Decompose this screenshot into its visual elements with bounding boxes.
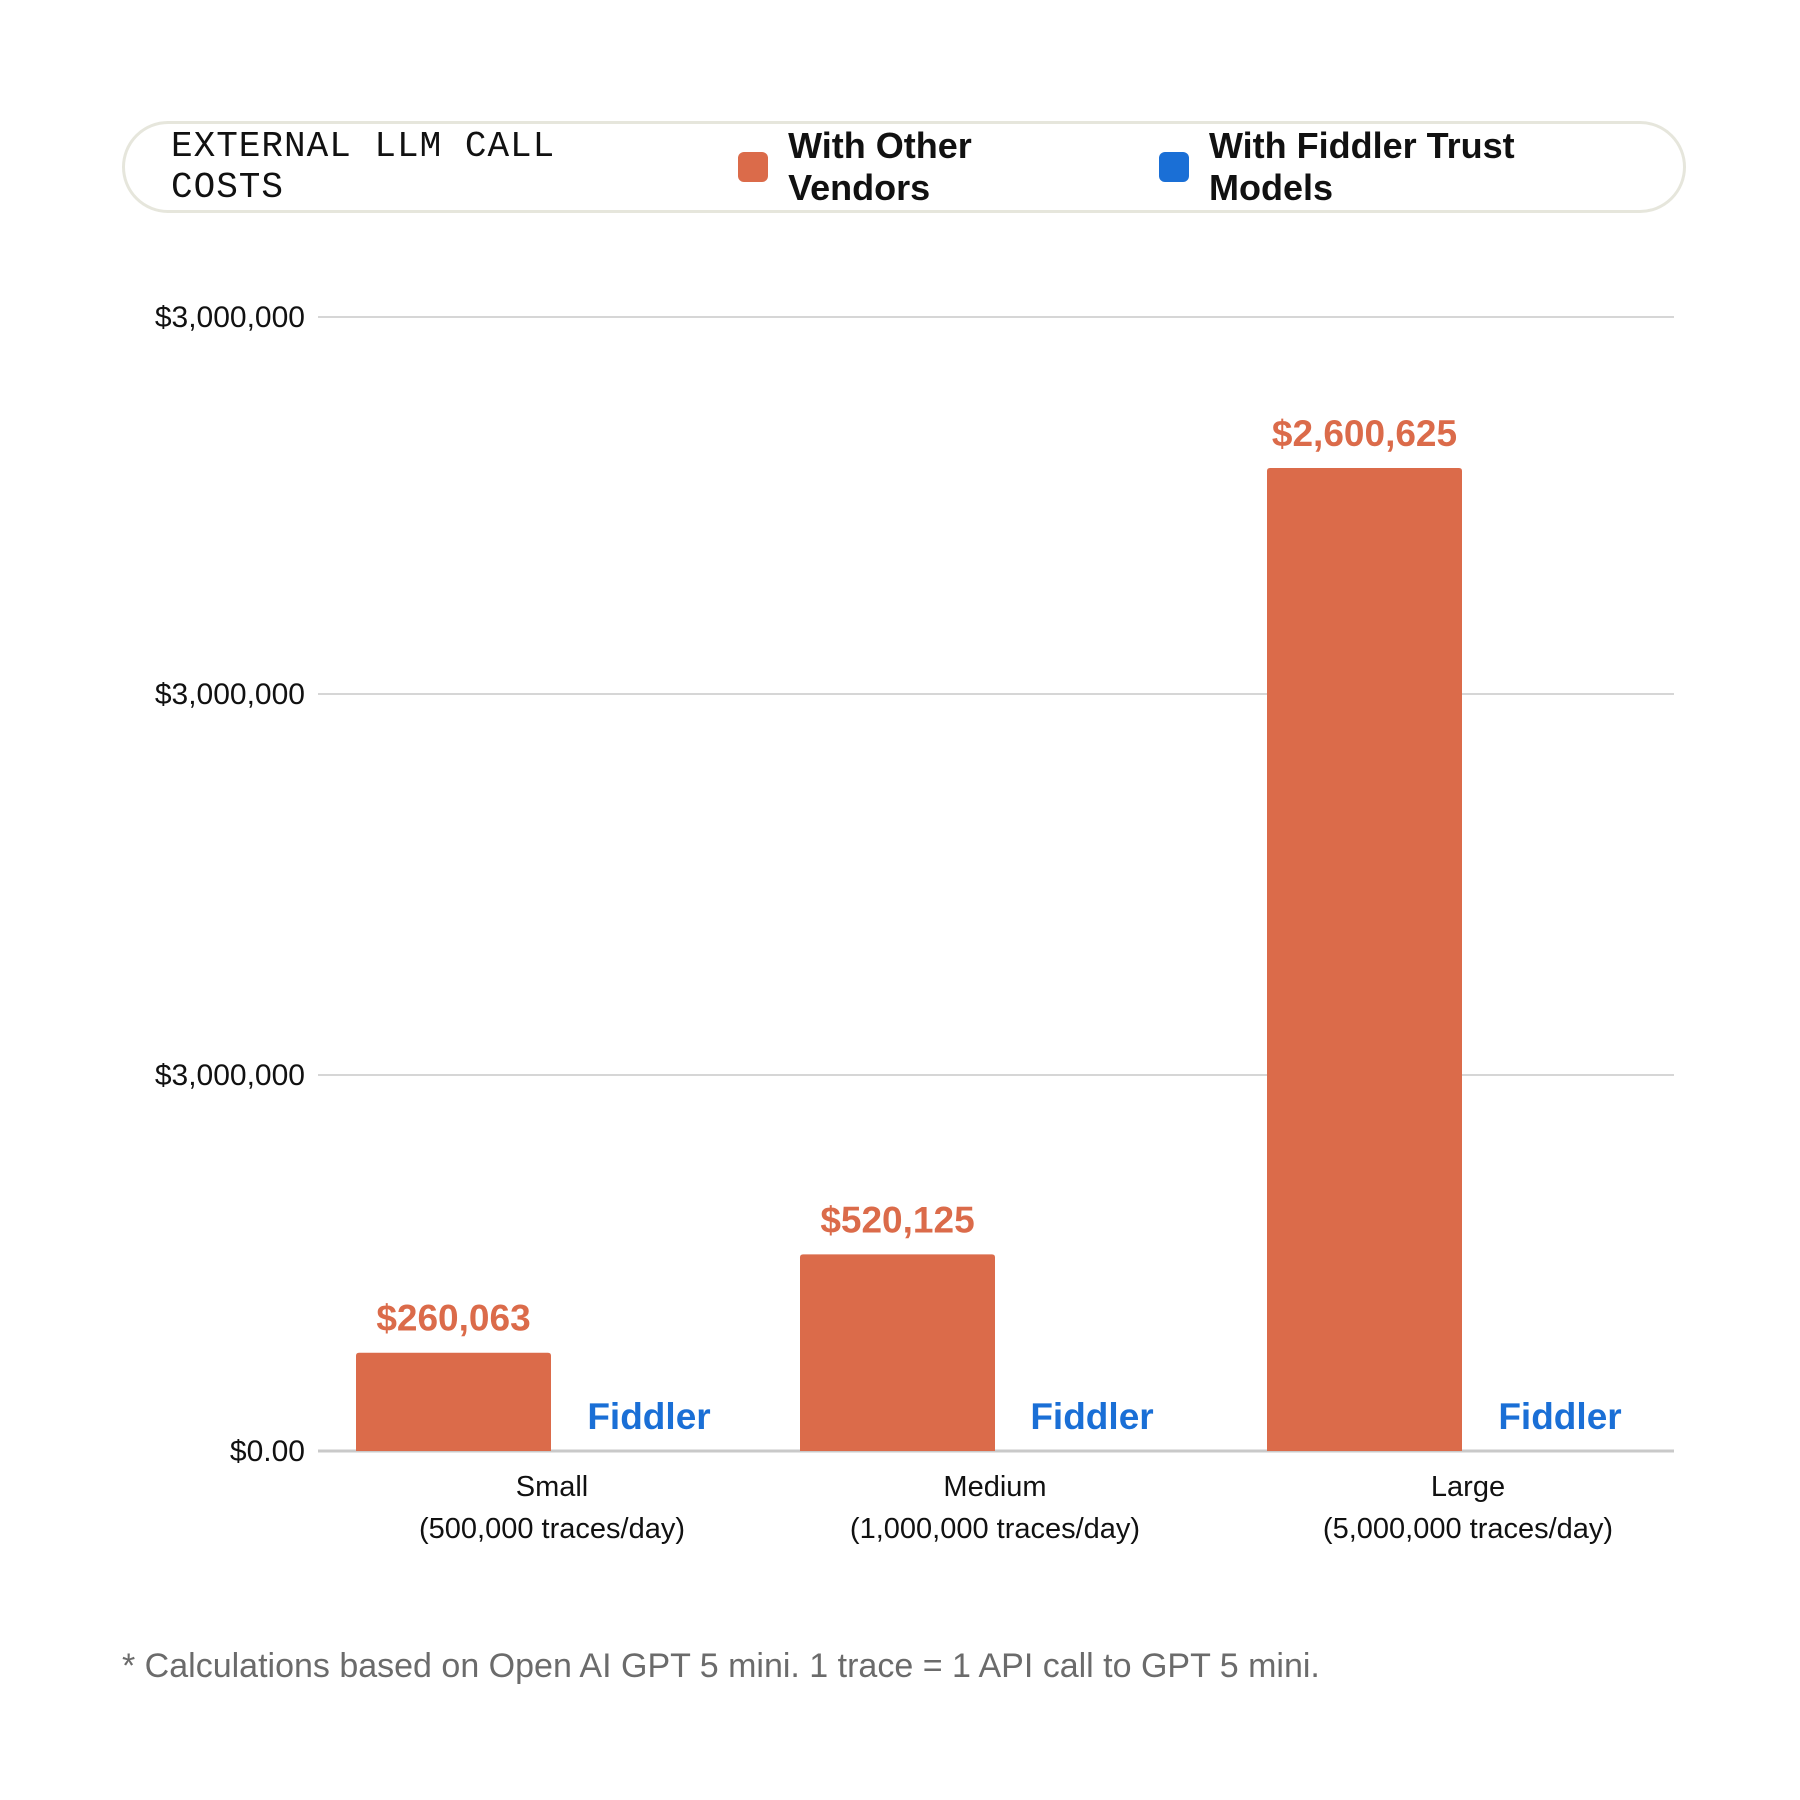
y-tick-label: $0.00 bbox=[230, 1435, 305, 1468]
chart-title: EXTERNAL LLM CALL COSTS bbox=[171, 126, 556, 208]
legend-item-fiddler: With Fiddler Trust Models bbox=[1159, 125, 1643, 209]
y-tick-label: $3,000,000 bbox=[155, 678, 305, 711]
footnote: * Calculations based on Open AI GPT 5 mi… bbox=[122, 1647, 1320, 1685]
data-label-fiddler: Fiddler bbox=[587, 1396, 710, 1437]
x-tick-sublabel: (5,000,000 traces/day) bbox=[1323, 1513, 1613, 1545]
data-label-other-vendors: $2,600,625 bbox=[1272, 413, 1457, 454]
data-label-other-vendors: $520,125 bbox=[820, 1199, 974, 1240]
legend-item-other-vendors: With Other Vendors bbox=[738, 125, 1119, 209]
y-tick-label: $3,000,000 bbox=[155, 1059, 305, 1092]
bar-other-vendors bbox=[800, 1254, 995, 1451]
x-tick-sublabel: (1,000,000 traces/day) bbox=[850, 1513, 1140, 1545]
x-tick-sublabel: (500,000 traces/day) bbox=[419, 1513, 685, 1545]
legend-swatch-other-vendors bbox=[738, 152, 769, 182]
bar-other-vendors bbox=[356, 1352, 551, 1451]
data-label-fiddler: Fiddler bbox=[1030, 1396, 1153, 1437]
x-tick-label: Small bbox=[516, 1471, 589, 1503]
x-tick-label: Medium bbox=[943, 1471, 1046, 1503]
chart-legend: EXTERNAL LLM CALL COSTS With Other Vendo… bbox=[122, 121, 1686, 213]
data-label-other-vendors: $260,063 bbox=[376, 1298, 530, 1339]
data-label-fiddler: Fiddler bbox=[1498, 1396, 1621, 1437]
y-tick-label: $3,000,000 bbox=[155, 301, 305, 334]
legend-label-fiddler: With Fiddler Trust Models bbox=[1209, 125, 1515, 208]
legend-label-other-vendors: With Other Vendors bbox=[788, 125, 972, 208]
legend-swatch-fiddler bbox=[1159, 152, 1189, 182]
bar-other-vendors bbox=[1267, 467, 1462, 1451]
x-tick-label: Large bbox=[1431, 1471, 1505, 1503]
